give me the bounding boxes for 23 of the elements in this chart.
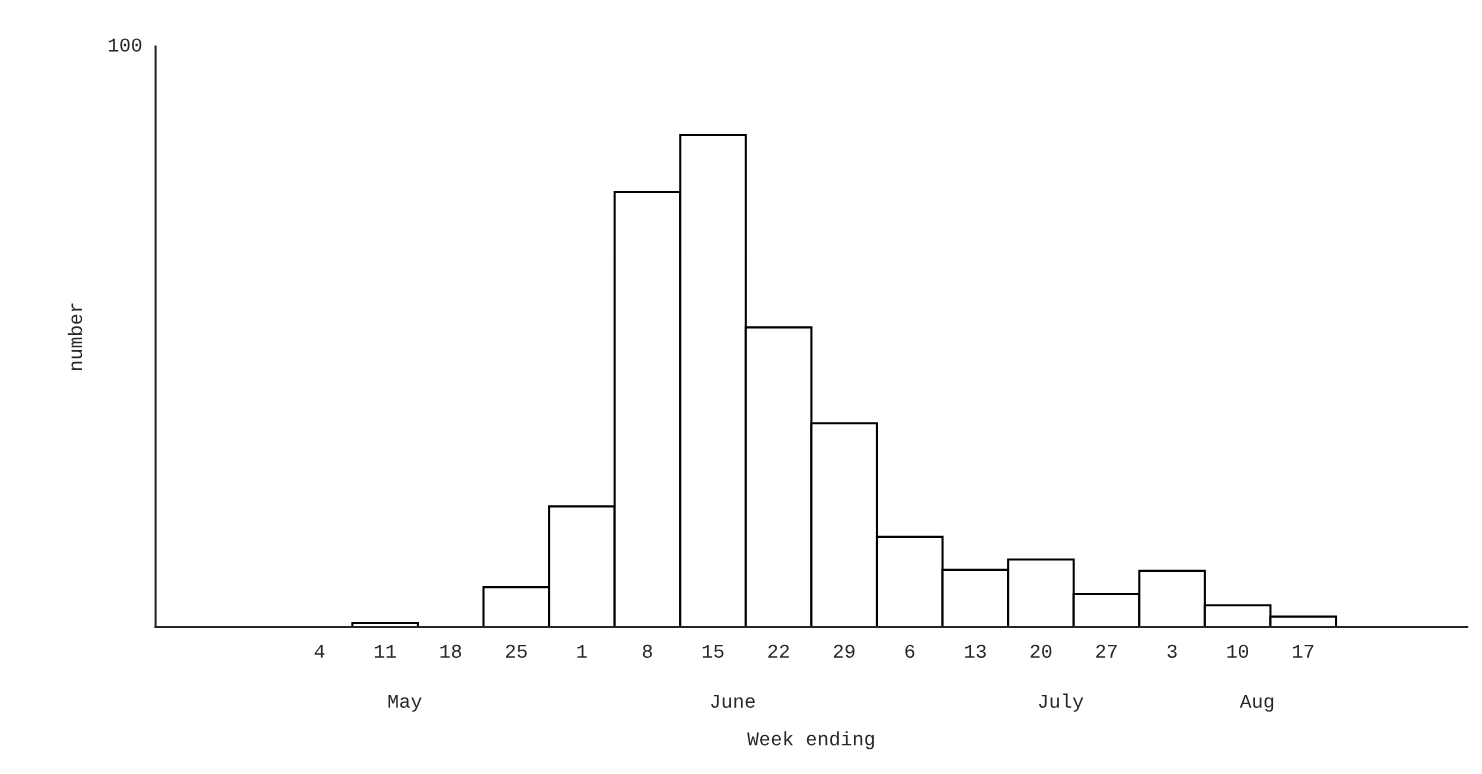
x-tick-label: 10: [1227, 644, 1249, 658]
x-tick-label: 11: [374, 644, 396, 658]
text: July: [1038, 693, 1084, 712]
text: June: [711, 694, 755, 708]
x-tick-label: 18: [440, 644, 462, 658]
x-tick-label: 25: [505, 644, 527, 658]
x-tick-label: 15: [702, 644, 724, 658]
x-tick-label: 6: [905, 644, 915, 658]
text: 100: [108, 38, 142, 52]
text: May: [388, 694, 422, 712]
text: number: [67, 303, 83, 370]
x-tick-label: 1: [577, 644, 587, 658]
x-tick-label: 3: [1167, 644, 1177, 658]
x-axis-title: Week ending: [747, 731, 874, 750]
x-tick-label: 8: [642, 644, 652, 658]
x-tick-label: 22: [768, 644, 789, 658]
x-tick-label: 4: [314, 644, 325, 658]
x-tick-label: 27: [1096, 644, 1117, 658]
x-tick-label: 20: [1030, 644, 1052, 658]
text: Aug: [1239, 694, 1274, 712]
x-tick-label: 17: [1292, 644, 1314, 658]
x-tick-label: 13: [965, 644, 986, 658]
x-tick-label: 29: [833, 644, 855, 658]
